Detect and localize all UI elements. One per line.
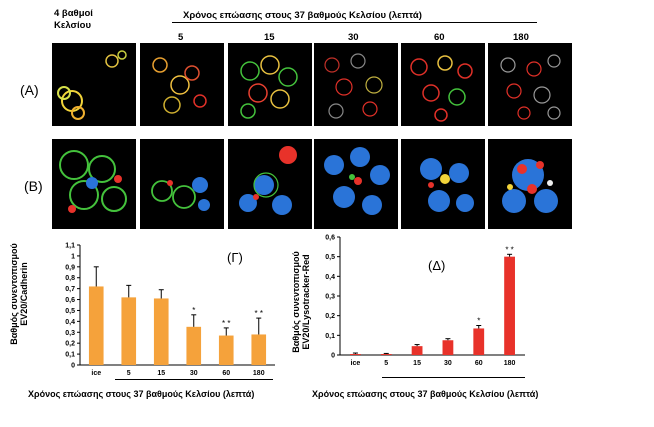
chart-c-bar [218,335,234,365]
chart-c: 0 0,1 0,2 0,3 0,4 0,5 0,6 0,7 0,8 0,9 1 1,1 ice 5 15 * 3… [65,243,275,377]
chart-d-xtick-label: 30 [444,360,452,367]
micrograph-b-60 [401,139,485,229]
chart-c-ytick-label: 0,1 [65,352,75,359]
micrograph-a-15 [228,43,312,126]
micrograph-b-15 [228,139,312,229]
chart-d-bar [442,340,454,355]
chart-c-xtick-label: 60 [222,370,230,377]
time-title: Χρόνος επώασης στους 37 βαθμούς Κελσίου … [183,10,422,21]
micrograph-b-30 [314,139,398,229]
chart-d-bar [411,346,423,355]
chart-d-bar [473,328,485,355]
chart-d-bar [504,256,515,355]
chart-c-significance: * [192,306,195,315]
micrograph-b-180 [488,139,572,229]
chart-c-xtick-label: 5 [127,370,131,377]
chart-d-xtick-label: 5 [384,360,388,367]
micrograph-a-60 [401,43,485,126]
chart-d-xtick-label: ice [351,360,361,367]
row-label-a: (A) [20,82,39,98]
time-label-15: 15 [264,32,275,43]
chart-c-ytick-label: 1 [71,253,75,260]
chart-d-xtick-label: 180 [504,360,516,367]
row-label-b: (B) [24,178,43,194]
chart-c-ytick-label: 0,3 [65,330,75,337]
chart-d-ylabel: Βαθμός συνεντοπισμού EV20/Lysotracker-Re… [291,251,311,353]
chart-d-xtick-label: 60 [475,360,483,367]
time-label-60: 60 [434,32,445,43]
chart-d-ytick-label: 0,2 [325,313,335,320]
time-label-180: 180 [513,32,529,43]
chart-c-ytick-label: 0,2 [65,341,75,348]
chart-c-xaxis-line [115,379,273,380]
chart-d-ytick-label: 0,5 [325,254,335,261]
chart-c-significance: * * [255,309,263,318]
chart-d-panel-label: (Δ) [428,258,446,273]
chart-c-bar [88,286,104,365]
micrograph-a-180 [488,43,572,126]
time-title-line [172,22,537,23]
chart-c-bar [251,334,267,365]
chart-c-ytick-label: 0,4 [65,319,75,326]
chart-c-significance: * * [222,319,230,328]
chart-d-ytick-label: 0,3 [325,294,335,301]
ice-column-label: 4 βαθμοί Κελσίου [54,8,93,31]
chart-d-xtick-label: 15 [413,360,421,367]
chart-c-xtick-label: 30 [190,370,198,377]
micrograph-a-5 [140,43,224,126]
chart-c-ytick-label: 0,5 [65,308,75,315]
chart-c-ytick-label: 0,8 [65,275,75,282]
chart-c-ylabel: Βαθμός συνεντοπισμού EV20/Cadherin [9,243,29,345]
chart-c-xtick-label: 180 [253,370,265,377]
time-label-5: 5 [178,32,184,43]
chart-d-significance: * * [505,245,513,254]
chart-d-bar [350,354,361,355]
micrograph-b-5 [140,139,224,229]
chart-d-ytick-label: 0,6 [325,235,335,242]
chart-d: 0 0,1 0,2 0,3 0,4 0,5 0,6 ice 5 15 30 * 60 * * 180 [325,235,525,367]
chart-c-bar [153,298,169,365]
chart-c-ytick-label: 0 [71,363,75,370]
chart-c-ytick-label: 0,9 [65,264,75,271]
chart-c-xlabel: Χρόνος επώασης στους 37 βαθμούς Κελσίου … [28,389,255,399]
chart-d-ytick-label: 0,1 [325,333,335,340]
time-label-30: 30 [348,32,359,43]
chart-c-xtick-label: ice [91,370,101,377]
chart-c-ytick-label: 1,1 [65,243,75,250]
chart-d-significance: * [477,317,480,326]
chart-c-panel-label: (Γ) [227,250,243,265]
micrograph-a-ice [52,43,136,126]
chart-c-bar [186,326,202,365]
chart-d-xlabel: Χρόνος επώασης στους 37 βαθμούς Κελσίου … [312,389,539,399]
micrograph-b-ice [52,139,136,229]
chart-d-ytick-label: 0 [331,353,335,360]
chart-c-ytick-label: 0,6 [65,297,75,304]
chart-c-xtick-label: 15 [157,370,165,377]
chart-d-xaxis-line [382,377,525,378]
chart-c-ytick-label: 0,7 [65,286,75,293]
chart-d-ytick-label: 0,4 [325,274,335,281]
chart-d-bar [380,354,392,355]
chart-c-bar [121,297,137,365]
micrograph-a-30 [314,43,398,126]
